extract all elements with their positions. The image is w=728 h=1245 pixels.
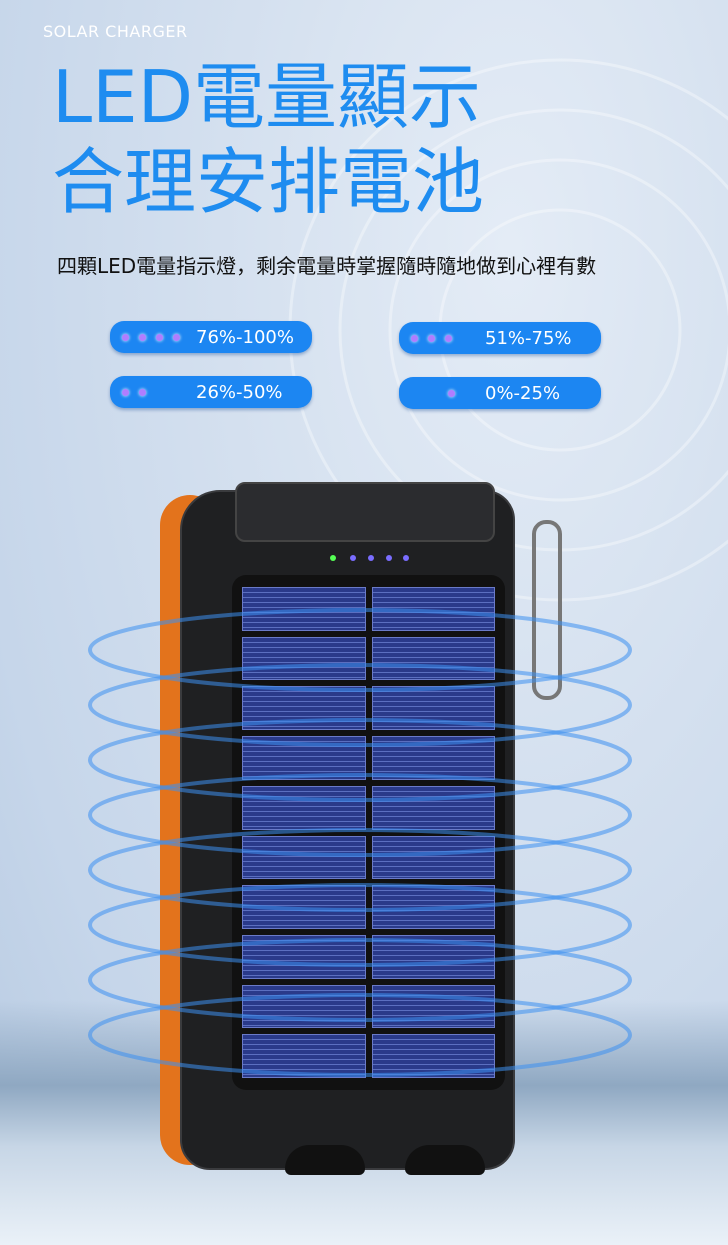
solar-cell bbox=[371, 885, 495, 929]
solar-cell bbox=[242, 984, 366, 1029]
foot bbox=[405, 1145, 485, 1175]
battery-level-badge: 51%-75% bbox=[399, 322, 601, 354]
led-indicator bbox=[350, 555, 356, 561]
solar-cell bbox=[242, 587, 366, 631]
solar-cell bbox=[242, 785, 366, 830]
foot bbox=[285, 1145, 365, 1175]
solar-panel bbox=[232, 575, 505, 1090]
led-indicator bbox=[403, 555, 409, 561]
led-dots bbox=[110, 333, 196, 341]
solar-cell bbox=[242, 686, 366, 731]
port-cover bbox=[235, 482, 495, 542]
solar-cell bbox=[242, 1034, 366, 1078]
solar-cell bbox=[371, 785, 495, 830]
solar-cell bbox=[371, 984, 495, 1029]
led-indicator bbox=[368, 555, 374, 561]
brand-label: SOLAR CHARGER bbox=[43, 22, 188, 41]
led-indicator bbox=[330, 555, 336, 561]
carabiner-clip bbox=[532, 520, 562, 700]
headline-line-2: 合理安排電池 bbox=[52, 140, 485, 224]
led-dots bbox=[110, 388, 196, 396]
solar-cell bbox=[242, 835, 366, 880]
solar-cell bbox=[371, 736, 495, 780]
solar-cell bbox=[371, 1034, 495, 1078]
solar-cell bbox=[371, 835, 495, 880]
badge-label: 0%-25% bbox=[485, 382, 561, 404]
badge-label: 26%-50% bbox=[196, 381, 283, 403]
led-dots bbox=[399, 334, 485, 342]
badge-label: 76%-100% bbox=[196, 326, 294, 348]
battery-level-badge: 26%-50% bbox=[110, 376, 312, 408]
solar-power-bank-image bbox=[160, 480, 562, 1175]
subtitle: 四顆LED電量指示燈，剩余電量時掌握隨時隨地做到心裡有數 bbox=[57, 254, 597, 278]
solar-cell bbox=[371, 686, 495, 731]
solar-cell bbox=[371, 587, 495, 631]
solar-cell bbox=[371, 934, 495, 979]
led-indicator bbox=[386, 555, 392, 561]
solar-cell bbox=[242, 885, 366, 929]
battery-level-badge: 0%-25% bbox=[399, 377, 601, 409]
solar-cell bbox=[242, 636, 366, 681]
battery-level-badge: 76%-100% bbox=[110, 321, 312, 353]
solar-cell bbox=[242, 934, 366, 979]
led-dots bbox=[399, 389, 485, 397]
badge-label: 51%-75% bbox=[485, 327, 572, 349]
solar-cell bbox=[371, 636, 495, 681]
headline-line-1: LED電量顯示 bbox=[52, 55, 482, 139]
solar-cell bbox=[242, 736, 366, 780]
